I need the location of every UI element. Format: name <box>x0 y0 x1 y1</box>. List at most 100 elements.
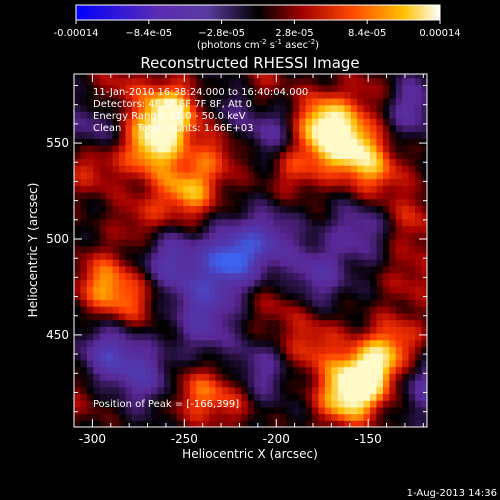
heatmap-cell <box>247 272 255 280</box>
heatmap-cell <box>112 124 120 133</box>
heatmap-cell <box>382 225 390 233</box>
heatmap-cell <box>112 380 120 388</box>
heatmap-cell <box>408 212 416 220</box>
heatmap-cell <box>421 74 427 79</box>
heatmap-cell <box>344 74 352 79</box>
heatmap-cell <box>299 225 307 233</box>
heatmap-cell <box>312 353 320 361</box>
heatmap-cell <box>389 353 397 361</box>
heatmap-cell <box>222 232 230 240</box>
heatmap-cell <box>86 74 94 79</box>
heatmap-cell <box>344 185 352 193</box>
heatmap-cell <box>292 413 300 421</box>
heatmap-cell <box>202 279 210 287</box>
heatmap-cell <box>376 185 384 193</box>
heatmap-cell <box>112 353 120 361</box>
heatmap-cell <box>273 178 281 186</box>
heatmap-cell <box>228 259 236 267</box>
heatmap-cell <box>312 191 320 200</box>
heatmap-cell <box>273 144 281 153</box>
heatmap-cell <box>80 218 88 227</box>
heatmap-cell <box>106 306 114 314</box>
heatmap-cell <box>215 380 223 388</box>
heatmap-cell <box>299 74 307 79</box>
heatmap-cell <box>254 272 262 280</box>
heatmap-cell <box>395 346 403 354</box>
heatmap-cell <box>183 279 191 287</box>
heatmap-cell <box>363 272 371 280</box>
heatmap-cell <box>331 406 339 415</box>
heatmap-cell <box>138 252 146 260</box>
heatmap-cell <box>286 131 294 139</box>
heatmap-cell <box>292 138 300 146</box>
heatmap-cell <box>209 97 217 106</box>
heatmap-cell <box>260 151 268 160</box>
heatmap-cell <box>363 299 371 307</box>
heatmap-cell <box>131 178 139 186</box>
heatmap-cell <box>196 131 204 139</box>
heatmap-cell <box>299 151 307 160</box>
heatmap-cell <box>209 205 217 213</box>
heatmap-cell <box>286 225 294 233</box>
heatmap-cell <box>234 292 242 301</box>
heatmap-cell <box>119 198 127 207</box>
heatmap-cell <box>286 353 294 361</box>
heatmap-cell <box>299 406 307 415</box>
heatmap-cell <box>138 91 146 99</box>
heatmap-cell <box>106 171 114 180</box>
heatmap-cell <box>222 212 230 220</box>
heatmap-cell <box>260 339 268 348</box>
heatmap-cell <box>138 138 146 146</box>
heatmap-cell <box>267 406 275 415</box>
heatmap-cell <box>344 312 352 321</box>
heatmap-cell <box>350 346 358 354</box>
heatmap-cell <box>151 77 159 86</box>
heatmap-cell <box>376 225 384 233</box>
heatmap-cell <box>247 74 255 79</box>
heatmap-cell <box>395 151 403 160</box>
heatmap-cell <box>363 77 371 86</box>
heatmap-cell <box>273 306 281 314</box>
heatmap-cell <box>337 191 345 200</box>
heatmap-cell <box>331 97 339 106</box>
heatmap-cell <box>125 312 133 321</box>
heatmap-cell <box>138 319 146 327</box>
heatmap-cell <box>337 245 345 254</box>
heatmap-cell <box>324 319 332 327</box>
heatmap-cell <box>125 406 133 415</box>
heatmap-cell <box>131 339 139 348</box>
heatmap-cell <box>395 212 403 220</box>
heatmap-cell <box>74 144 82 153</box>
heatmap-cell <box>370 158 378 166</box>
heatmap-cell <box>131 185 139 193</box>
heatmap-cell <box>99 218 107 227</box>
heatmap-cell <box>138 380 146 388</box>
heatmap-cell <box>324 279 332 287</box>
heatmap-cell <box>408 326 416 334</box>
heatmap-cell <box>144 198 152 207</box>
heatmap-cell <box>286 91 294 99</box>
heatmap-cell <box>324 326 332 334</box>
heatmap-cell <box>74 420 82 427</box>
heatmap-cell <box>318 138 326 146</box>
heatmap-cell <box>408 306 416 314</box>
heatmap-cell <box>337 178 345 186</box>
heatmap-cell <box>382 299 390 307</box>
heatmap-cell <box>408 84 416 92</box>
heatmap-cell <box>331 265 339 274</box>
heatmap-cell <box>312 84 320 92</box>
heatmap-cell <box>138 400 146 408</box>
heatmap-cell <box>164 400 172 408</box>
heatmap-cell <box>337 406 345 415</box>
heatmap-cell <box>318 205 326 213</box>
heatmap-cell <box>131 238 139 247</box>
heatmap-cell <box>331 252 339 260</box>
heatmap-cell <box>267 212 275 220</box>
heatmap-cell <box>106 124 114 133</box>
heatmap-cell <box>170 205 178 213</box>
heatmap-cell <box>228 332 236 341</box>
heatmap-cell <box>86 232 94 240</box>
heatmap-cell <box>415 312 423 321</box>
heatmap-cell <box>312 279 320 287</box>
heatmap-cell <box>170 178 178 186</box>
